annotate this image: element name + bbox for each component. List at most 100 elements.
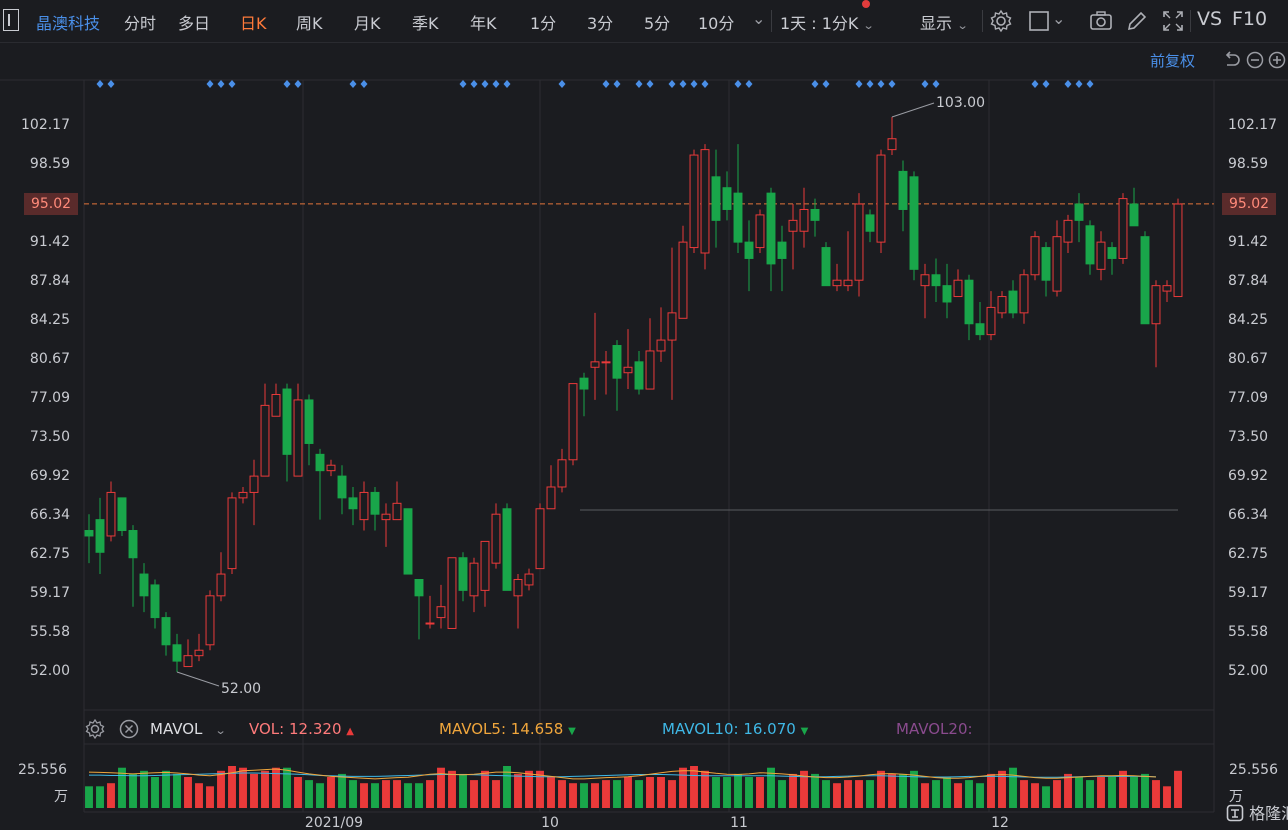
- volume-bar: [1174, 770, 1182, 808]
- indicator-name: MAVOL: [150, 720, 203, 738]
- mavol20-label: MAVOL20:: [896, 720, 973, 738]
- volume-bar: [1031, 783, 1039, 808]
- candle-body-up: [1096, 241, 1106, 270]
- candle-body-down: [139, 573, 149, 597]
- event-marker-diamond: [1042, 80, 1050, 88]
- price-adjust-select[interactable]: 前复权: [1150, 52, 1196, 70]
- candle-body-up: [392, 502, 402, 521]
- candle-body-up: [1052, 236, 1062, 292]
- candle-body-down: [975, 323, 985, 336]
- candle-body-up: [381, 513, 391, 521]
- volume-bar: [107, 783, 115, 808]
- y-tick-label-left: 91.42: [29, 233, 70, 250]
- candle-body-up: [645, 350, 655, 390]
- volume-bar: [503, 766, 511, 808]
- tab-weekly-k[interactable]: 周K: [296, 14, 323, 33]
- candle-body-up: [546, 486, 556, 510]
- volume-bar: [140, 770, 148, 808]
- indicator-select[interactable]: MAVOL ⌄: [150, 720, 227, 738]
- candle-body-down: [150, 584, 160, 619]
- notification-dot: [862, 0, 870, 8]
- y-tick-label-left: 62.75: [29, 546, 70, 562]
- candle-body-down: [777, 241, 787, 259]
- candle-body-up: [491, 513, 501, 564]
- close-indicator-icon[interactable]: [118, 718, 140, 740]
- tab-yearly-k[interactable]: 年K: [470, 14, 497, 33]
- candle-body-up: [183, 655, 193, 668]
- tab-10min[interactable]: 10分: [698, 14, 735, 33]
- candle-body-down: [931, 274, 941, 287]
- period-more-chevron-icon[interactable]: ⌄: [752, 9, 766, 28]
- multi-period-select[interactable]: 1天 : 1分K ⌄: [780, 10, 875, 34]
- volume-bar: [822, 780, 830, 808]
- candle-body-up: [590, 361, 600, 368]
- event-marker-diamond: [228, 80, 236, 88]
- tab-1min[interactable]: 1分: [530, 14, 557, 33]
- volume-bar: [558, 780, 566, 808]
- tab-daily-k[interactable]: 日K: [240, 14, 267, 33]
- tab-timeshare[interactable]: 分时: [124, 14, 157, 33]
- volume-bar: [1130, 777, 1138, 808]
- volume-bar: [239, 767, 247, 808]
- volume-bar: [272, 767, 280, 808]
- candle-body-up: [293, 399, 303, 477]
- event-marker-diamond: [107, 80, 115, 88]
- event-marker-diamond: [668, 80, 676, 88]
- zoom-out-icon[interactable]: [1245, 50, 1265, 70]
- y-tick-label-right: 102.17: [1228, 117, 1277, 133]
- undo-icon[interactable]: [1222, 50, 1242, 70]
- candle-body-up: [106, 491, 116, 537]
- volume-bar: [965, 780, 973, 808]
- multi-period-label: 1天 : 1分K: [780, 14, 859, 33]
- volume-bar: [1075, 777, 1083, 808]
- layout-square-icon[interactable]: [1026, 8, 1052, 34]
- fullscreen-icon[interactable]: [1160, 8, 1186, 34]
- volume-bar: [459, 773, 467, 808]
- stock-name[interactable]: 晶澳科技: [36, 14, 101, 33]
- event-marker-diamond: [503, 80, 511, 88]
- volume-bar: [514, 773, 522, 808]
- settings-gear-icon[interactable]: [988, 8, 1014, 34]
- candle-body-down: [403, 508, 413, 575]
- tab-quarterly-k[interactable]: 季K: [412, 14, 439, 33]
- pencil-draw-icon[interactable]: [1124, 8, 1150, 34]
- volume-bar: [910, 770, 918, 808]
- low-price-label: 52.00: [221, 681, 261, 697]
- volume-bar: [415, 783, 423, 808]
- camera-icon[interactable]: [1088, 8, 1114, 34]
- f10-button[interactable]: F10: [1232, 8, 1268, 30]
- tab-5min[interactable]: 5分: [644, 14, 671, 33]
- volume-bar: [1053, 780, 1061, 808]
- event-marker-diamond: [690, 80, 698, 88]
- tab-3min[interactable]: 3分: [587, 14, 614, 33]
- candle-body-up: [271, 393, 281, 417]
- volume-bar: [151, 777, 159, 808]
- sidebar-toggle-icon[interactable]: [3, 9, 19, 31]
- candle-body-down: [348, 497, 358, 510]
- volume-bar: [690, 766, 698, 808]
- volume-bar: [987, 773, 995, 808]
- zoom-in-icon[interactable]: [1267, 50, 1287, 70]
- candle-body-down: [458, 557, 468, 591]
- tab-monthly-k[interactable]: 月K: [354, 14, 381, 33]
- candle-body-up: [623, 366, 633, 374]
- y-tick-label-left: 55.58: [29, 624, 70, 641]
- volume-bar: [371, 783, 379, 808]
- low-pointer-line: [176, 671, 220, 687]
- candle-body-up: [997, 296, 1007, 314]
- volume-bar: [657, 777, 665, 808]
- indicator-settings-gear-icon[interactable]: [84, 718, 106, 740]
- candle-body-down: [1140, 236, 1150, 325]
- event-marker-diamond: [294, 80, 302, 88]
- event-marker-diamond: [1064, 80, 1072, 88]
- display-menu[interactable]: 显示 ⌄: [920, 10, 969, 34]
- layout-chevron-down-icon[interactable]: ⌄: [1052, 9, 1066, 28]
- candle-body-down: [84, 530, 94, 537]
- candle-body-up: [689, 154, 699, 249]
- tab-multi-day[interactable]: 多日: [178, 14, 211, 33]
- event-marker-diamond: [492, 80, 500, 88]
- x-tick-label: 12: [991, 815, 1009, 830]
- y-tick-label-right: 59.17: [1228, 584, 1269, 601]
- vs-compare-button[interactable]: VS: [1197, 8, 1223, 30]
